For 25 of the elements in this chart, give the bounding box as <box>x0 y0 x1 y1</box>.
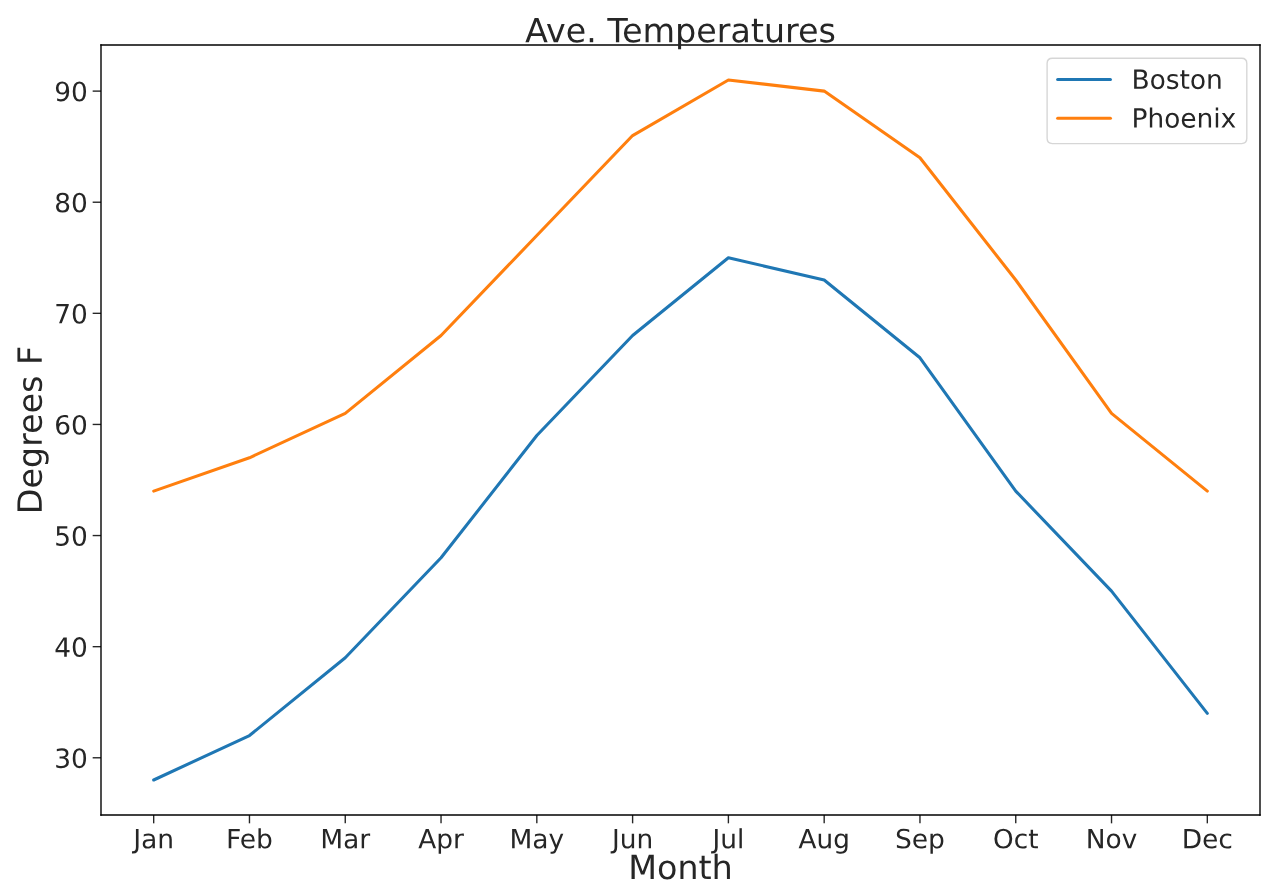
x-tick-label: Nov <box>1088 829 1137 849</box>
x-tick-label: Oct <box>994 828 1038 849</box>
y-tick-label: 60 <box>56 414 87 435</box>
y-axis-title: Degrees F <box>17 347 49 511</box>
y-tick-label: 70 <box>56 303 87 324</box>
x-tick-label: Mar <box>322 829 371 849</box>
legend-label: Phoenix <box>1134 107 1236 128</box>
y-tick-label: 30 <box>56 748 87 769</box>
x-tick-label: May <box>512 829 564 854</box>
x-tick-label: Apr <box>418 829 464 854</box>
y-tick-label: 80 <box>56 192 87 213</box>
x-tick-label: Sep <box>896 828 944 854</box>
line-series <box>152 256 1209 782</box>
x-tick-label: Jul <box>711 828 742 854</box>
y-tick-label: 90 <box>55 81 87 102</box>
y-tick-label: 50 <box>56 526 87 546</box>
x-tick-label: Jan <box>131 829 172 854</box>
y-tick-label: 40 <box>55 637 87 658</box>
x-axis-title: Month <box>631 853 730 880</box>
x-tick-label: Jun <box>610 829 651 854</box>
x-tick-label: Feb <box>228 828 272 849</box>
x-tick-label: Dec <box>1184 829 1232 849</box>
x-tick-label: Aug <box>798 829 848 854</box>
chart-title: Ave. Temperatures <box>525 17 835 50</box>
legend-label: Boston <box>1134 69 1221 90</box>
